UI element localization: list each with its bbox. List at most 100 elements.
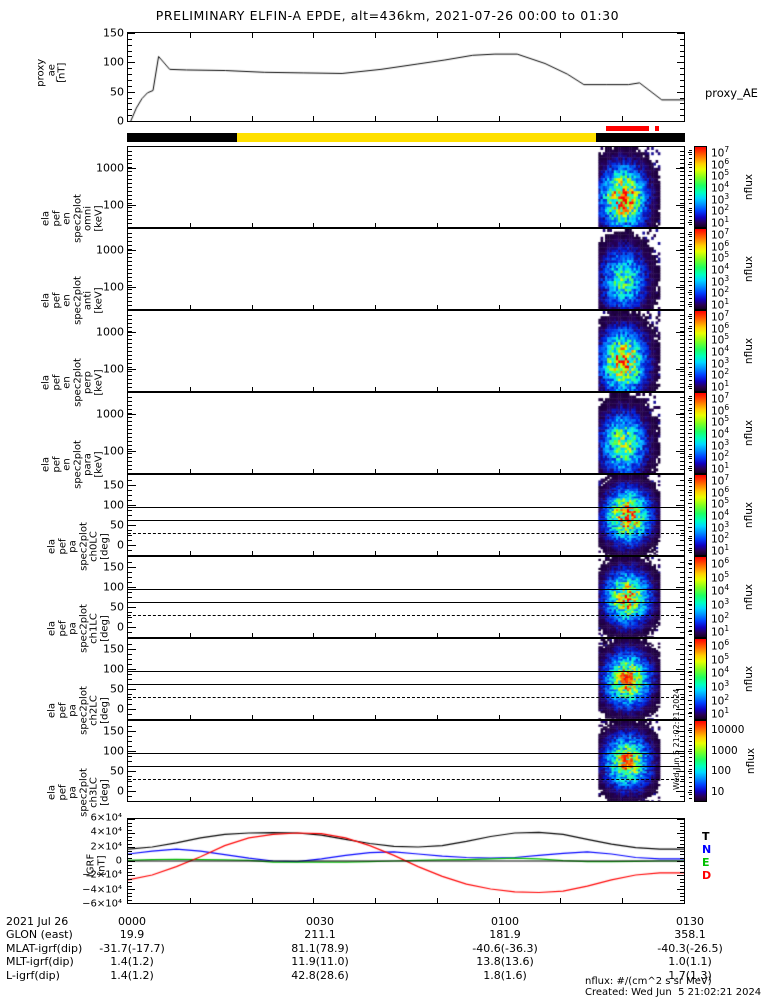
proxy-ae-trace xyxy=(128,33,684,121)
igrf-tick-minor xyxy=(680,836,684,838)
page-title: PRELIMINARY ELFIN-A EPDE, alt=436km, 202… xyxy=(155,8,620,23)
colorbar-minor-tick xyxy=(689,289,692,291)
igrf-legend-E: E xyxy=(702,856,710,869)
energy-panel-3: 1000 100 xyxy=(96,392,685,474)
colorbar-minor-tick xyxy=(689,355,692,357)
proxy-ae-ylabel: proxy _ae [nT] xyxy=(35,58,68,87)
colorbar-minor-tick xyxy=(689,752,692,754)
spectrogram-image xyxy=(128,393,684,473)
colorbar-tick-label: 103 xyxy=(711,191,730,206)
colorbar-minor-tick xyxy=(689,375,692,377)
panel-ytick: 1000 xyxy=(96,325,124,339)
colorbar-minor-tick xyxy=(689,404,692,406)
colorbar-minor-tick xyxy=(689,359,692,361)
colorbar-minor-tick xyxy=(689,207,692,209)
ae-xtick xyxy=(622,116,624,121)
pa-panel-7: 150 100 50 0 xyxy=(103,720,685,802)
colorbar-tick-label: 100 xyxy=(711,765,732,778)
colorbar-tick-label: 103 xyxy=(711,678,730,694)
panel-ytick: 100 xyxy=(103,744,124,758)
colorbar-minor-tick xyxy=(689,539,692,541)
ae-ytick: 100 xyxy=(103,55,124,69)
bottom-row-label: GLON (east) xyxy=(6,928,73,942)
colorbar-minor-tick xyxy=(689,273,692,275)
spectrogram-image xyxy=(128,721,684,801)
colorbar-minor-tick xyxy=(689,625,692,627)
colorbar-tick-label: 105 xyxy=(711,414,730,429)
colorbar-tick xyxy=(688,479,692,481)
ylabel-line: pa xyxy=(67,786,79,799)
colorbar-minor-tick xyxy=(689,580,692,582)
status-marker-red xyxy=(606,126,649,131)
colorbar-tick xyxy=(688,503,692,505)
colorbar-tick-label: 10 xyxy=(711,785,725,798)
colorbar-tick-label: 101 xyxy=(711,460,730,476)
panel-ytick: 100 xyxy=(103,498,124,512)
colorbar-minor-tick xyxy=(689,494,692,496)
panel-ytick: 0 xyxy=(117,784,124,798)
colorbar-minor-tick xyxy=(689,765,692,767)
ae-tick-minor xyxy=(128,44,132,46)
colorbar-minor-tick xyxy=(689,297,692,299)
igrf-legend-D: D xyxy=(702,869,712,882)
colorbar-minor-tick xyxy=(689,756,692,758)
anti-loss-cone-line xyxy=(128,614,684,616)
colorbar-tick-label: 101 xyxy=(711,214,730,230)
colorbar-minor-tick xyxy=(689,547,692,549)
ae-tick-minor xyxy=(128,97,132,99)
colorbar-minor-tick xyxy=(689,748,692,750)
status-segment-yellow-mid xyxy=(237,133,596,142)
colorbar-minor-tick xyxy=(689,301,692,303)
loss-cone-line xyxy=(128,589,684,590)
igrf-tick-minor xyxy=(128,857,132,859)
colorbar-minor-tick xyxy=(689,150,692,152)
colorbar-minor-tick xyxy=(689,342,692,344)
ae-tick-minor xyxy=(680,56,684,58)
ae-tick-major xyxy=(128,62,135,64)
colorbar-minor-tick xyxy=(689,351,692,352)
colorbar-name: nflux xyxy=(743,337,756,365)
colorbar-minor-tick xyxy=(689,564,692,566)
ae-tick-minor xyxy=(680,109,684,111)
colorbar-tick-label: 106 xyxy=(711,555,730,571)
colorbar-name: nflux xyxy=(743,501,756,529)
colorbar-tick-label: 105 xyxy=(711,569,730,584)
panel-ytick: 50 xyxy=(110,518,124,532)
igrf-tick-major xyxy=(128,903,135,904)
colorbar-minor-tick xyxy=(689,453,692,455)
igrf-tick-minor xyxy=(680,850,684,852)
bottom-cell: 0000 xyxy=(118,915,146,928)
panel-ytick: 100 xyxy=(103,662,124,676)
colorbar-minor-tick xyxy=(689,728,692,730)
colorbar-minor-tick xyxy=(689,761,692,762)
ae-tick-minor xyxy=(128,109,132,111)
ae-xtick xyxy=(251,116,253,121)
bottom-cell: 42.8(28.6) xyxy=(291,968,349,982)
igrf-tick-major xyxy=(128,875,135,876)
ae-xtick xyxy=(436,116,438,121)
colorbar-minor-tick xyxy=(689,371,692,373)
colorbar-tick xyxy=(688,456,692,458)
bottom-cell: -40.3(-26.5) xyxy=(657,941,723,955)
ae-tick-minor xyxy=(680,103,684,105)
colorbar-minor-tick xyxy=(689,629,692,631)
colorbar-minor-tick xyxy=(689,191,692,193)
colorbar-minor-tick xyxy=(689,670,692,672)
igrf-tick-minor xyxy=(128,840,132,841)
colorbar-minor-tick xyxy=(689,715,692,717)
colorbar-name: nflux xyxy=(743,665,756,693)
loss-cone-line xyxy=(128,683,684,685)
panel-ytick: 50 xyxy=(110,764,124,778)
colorbar-minor-tick xyxy=(689,424,692,426)
colorbar-tick-label: 102 xyxy=(711,367,730,382)
bottom-row-label: MLAT-igrf(dip) xyxy=(6,941,83,955)
bottom-cell: 181.9 xyxy=(489,928,521,942)
colorbar-minor-tick xyxy=(689,769,692,771)
colorbar-minor-tick xyxy=(689,166,692,168)
ae-xtick-top xyxy=(375,33,377,38)
colorbar-tick xyxy=(688,151,692,153)
colorbar-minor-tick xyxy=(689,691,692,693)
igrf-tick-minor xyxy=(680,878,684,880)
panel-ytick: 0 xyxy=(117,538,124,552)
panel-ytick: 0 xyxy=(117,620,124,634)
